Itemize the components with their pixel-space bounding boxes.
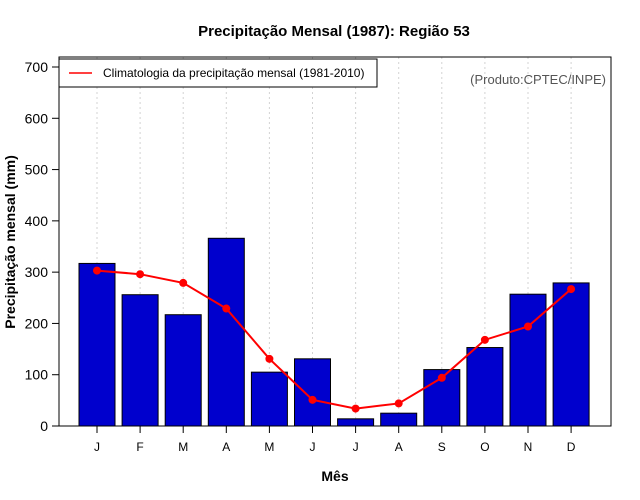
bar-7 [337,418,375,427]
plot-frame [58,56,612,427]
x-tick-label: M [264,440,274,454]
climatology-point-11 [524,322,532,331]
legend-label: Climatologia da precipitação mensal (198… [103,66,364,80]
x-axis-label: Mês [321,468,348,484]
climatology-point-9 [437,373,446,382]
legend-box [58,58,378,88]
x-tick-label: S [438,440,446,454]
bar-12 [552,282,590,427]
x-tick-label: J [94,440,100,454]
climatology-polyline [96,269,572,410]
bar-10 [466,347,504,427]
climatology-point-1 [93,266,101,275]
x-tick-label: A [395,440,403,454]
y-tick-label: 200 [25,315,49,331]
y-tick-label: 600 [25,110,49,126]
y-tick-label: 500 [25,162,49,178]
y-tick-label: 400 [25,213,49,229]
bar-8 [380,412,418,427]
climatology-point-8 [394,399,403,408]
x-tick-label: D [567,440,576,454]
grid-lines [96,57,572,426]
source-annotation: (Produto:CPTEC/INPE) [470,72,606,87]
bar-1 [78,262,116,427]
bar-2 [121,294,159,427]
climatology-point-10 [480,335,489,344]
climatology-point-6 [308,395,317,404]
y-tick-label: 0 [40,418,48,434]
y-tick-label: 700 [25,59,49,75]
bar-3 [164,314,202,427]
chart-title: Precipitação Mensal (1987): Região 53 [198,23,470,40]
climatology-point-4 [222,304,231,313]
y-tick-label: 100 [25,367,49,383]
x-tick-label: O [480,440,489,454]
climatology-point-5 [265,354,274,363]
x-tick-label: J [310,440,316,454]
climatology-point-7 [351,404,360,413]
axes: 0 100 200 300 400 500 600 700 J F M A M J J A S O N D [25,56,612,454]
x-tick-label: J [353,440,359,454]
bar-4 [207,237,245,427]
climatology-point-2 [136,270,145,279]
x-tick-label: A [222,440,230,454]
bar-6 [294,358,331,427]
x-tick-label: F [136,440,143,454]
y-tick-label: 300 [25,264,49,280]
climatology-point-3 [179,278,188,287]
climatology-line [93,266,576,413]
legend: Climatologia da precipitação mensal (198… [58,58,378,88]
y-axis-label: Precipitação mensal (mm) [2,155,18,329]
bar-11 [509,293,547,427]
x-tick-label: M [178,440,188,454]
x-tick-label: N [524,440,533,454]
bar-5 [250,371,288,427]
climatology-point-12 [567,285,576,294]
